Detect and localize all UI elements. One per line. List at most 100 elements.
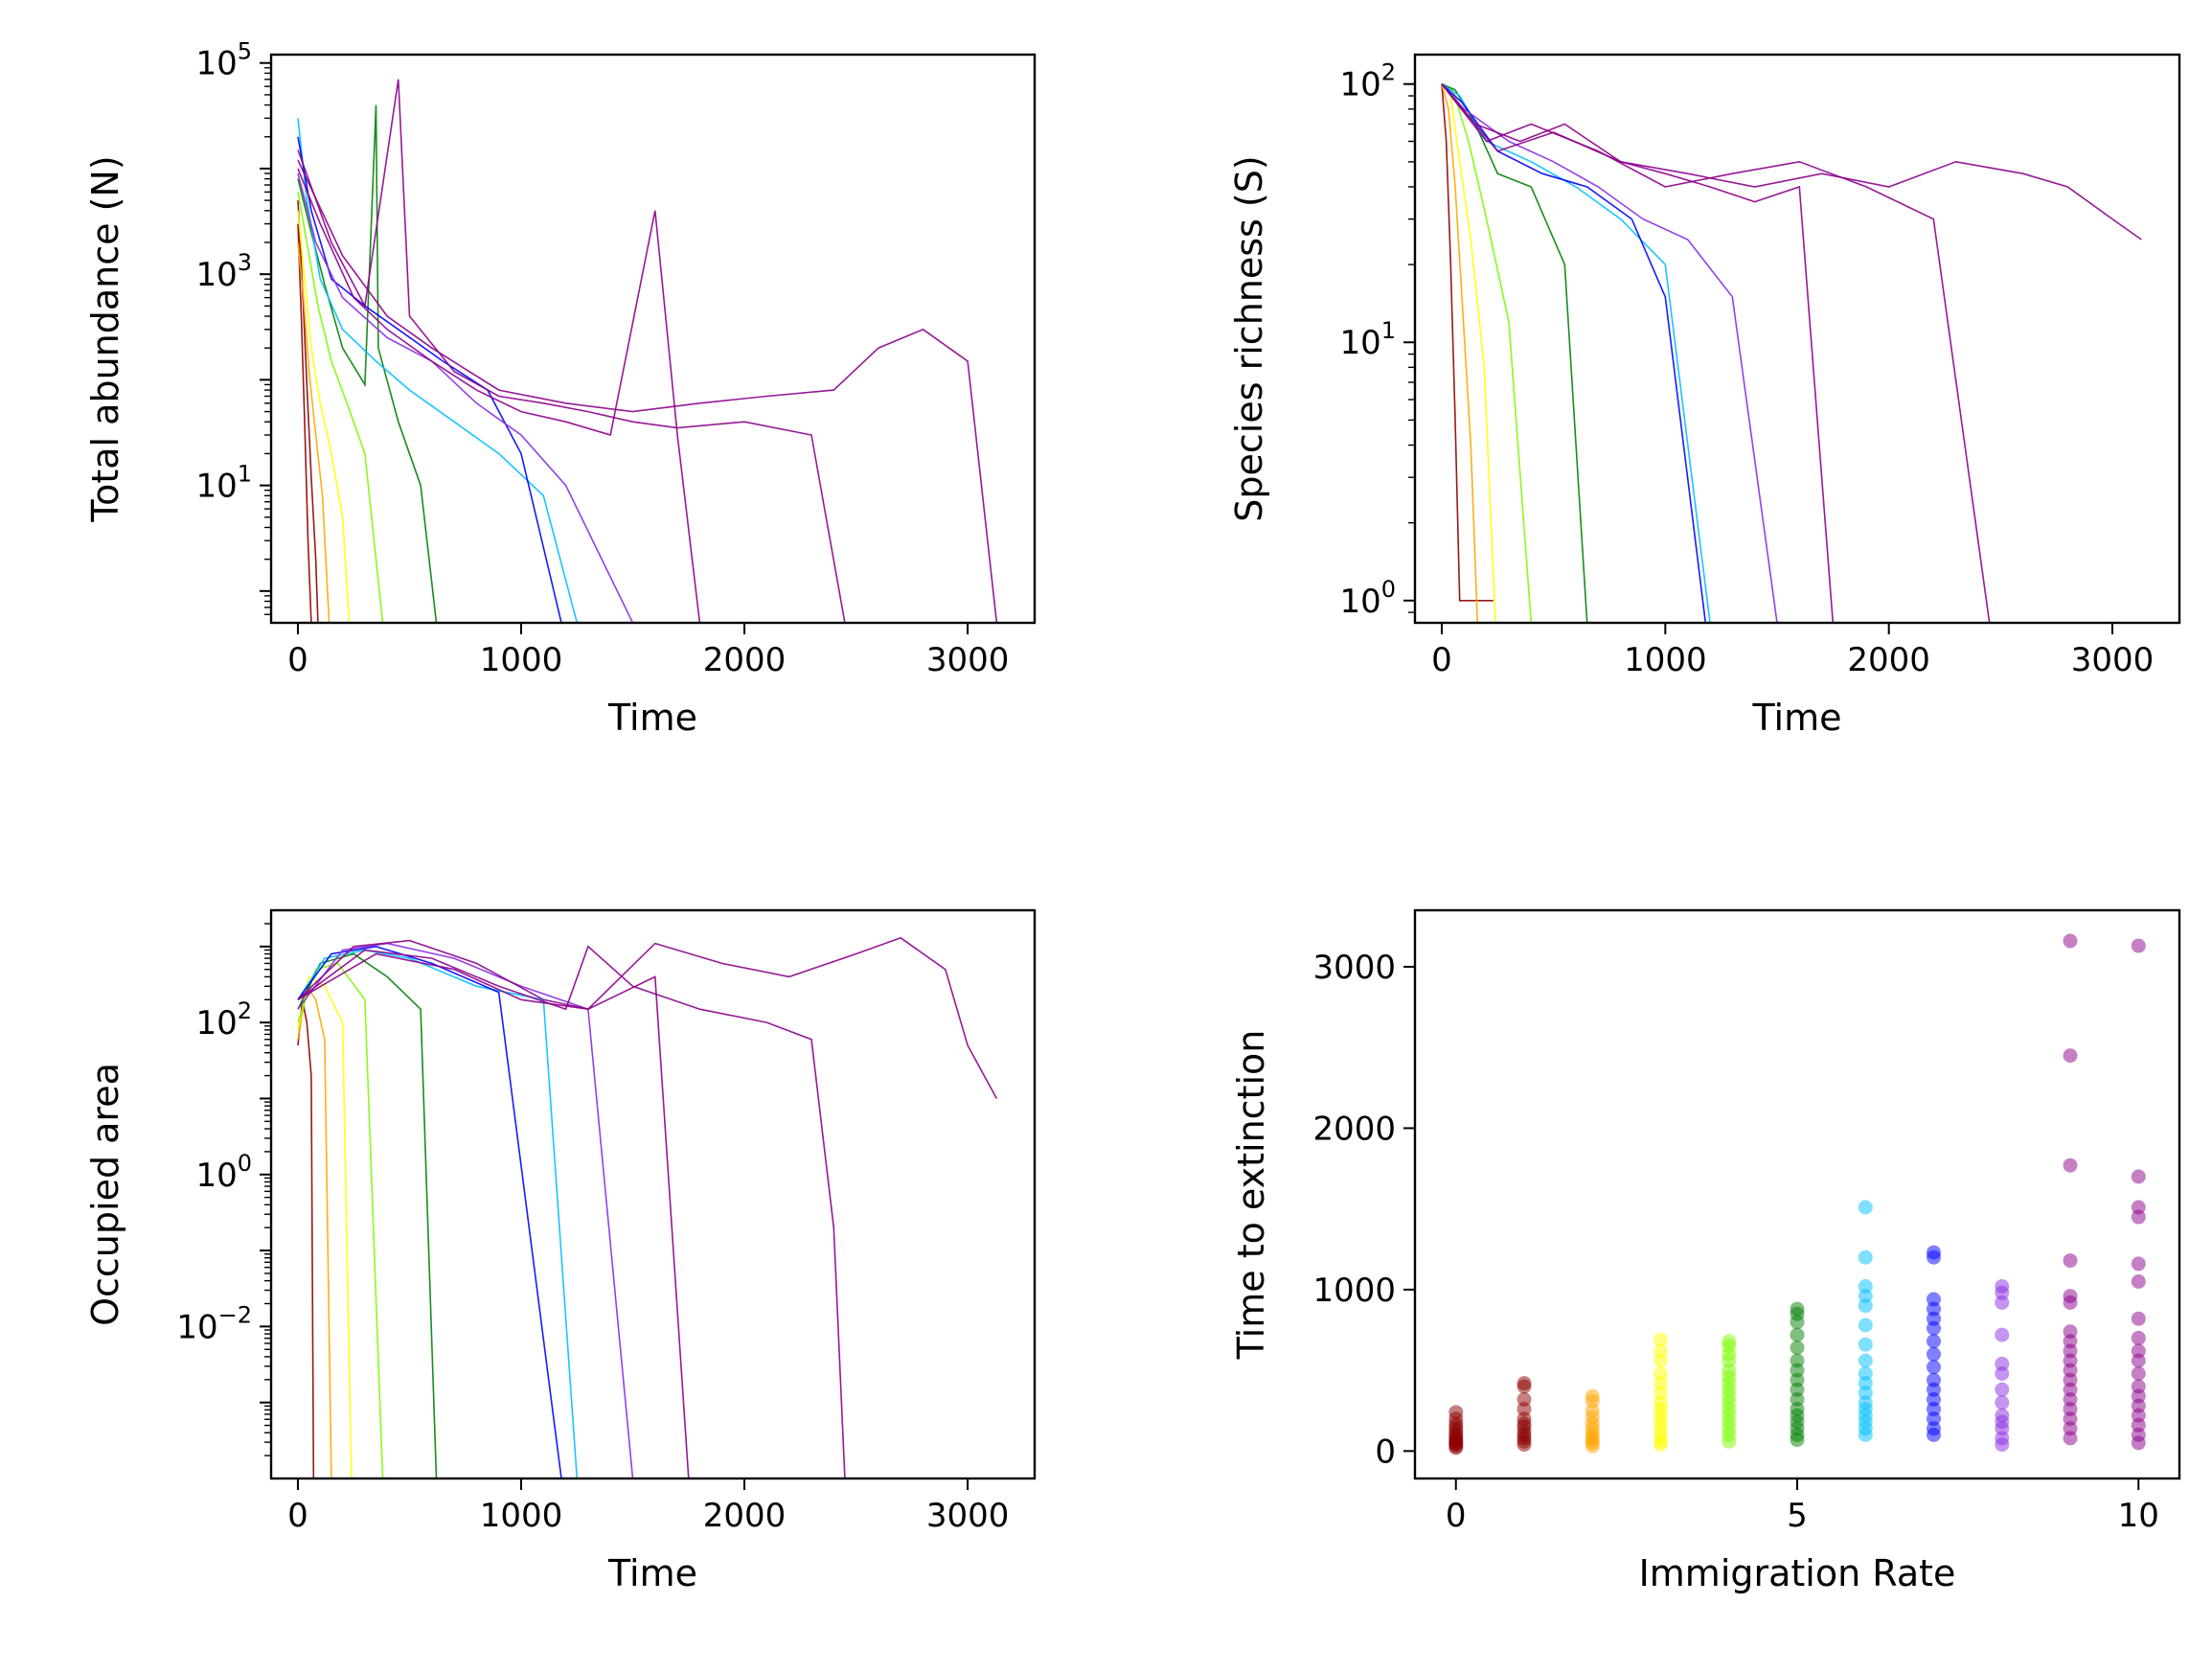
scatter-point — [2131, 1274, 2146, 1289]
x-tick-label: 0 — [287, 641, 308, 679]
x-tick-label: 3000 — [2071, 641, 2155, 679]
series-line — [297, 936, 998, 1099]
richness-panel: 0 1000 2000 3000 100 101 102 Time Species richne… — [1228, 53, 2181, 739]
scatter-point — [1653, 1332, 1668, 1347]
y-tick-label: 3000 — [1312, 949, 1396, 987]
series-line — [297, 168, 701, 623]
series-line — [297, 952, 438, 1478]
scatter-point — [1858, 1337, 1873, 1352]
abundance-panel: 0 1000 2000 3000 101 103 105 Time Total abundanc… — [84, 38, 1037, 739]
series-line — [297, 945, 562, 1478]
scatter-point — [1448, 1440, 1464, 1455]
scatter-point — [1995, 1395, 2010, 1410]
scatter-point — [2063, 933, 2078, 949]
series-line — [297, 192, 384, 623]
scatter-point — [1653, 1353, 1668, 1368]
scatter-point — [2063, 1295, 2078, 1310]
scatter-point — [2131, 938, 2146, 953]
scatter-point — [2131, 1256, 2146, 1272]
x-tick-label: 3000 — [926, 641, 1010, 679]
scatter-point — [1722, 1433, 1737, 1449]
series-line — [297, 200, 319, 623]
scatter-point — [1995, 1382, 2010, 1397]
scatter-point — [2131, 1366, 2146, 1381]
scatter-point — [1927, 1320, 1941, 1336]
y-tick-label: 101 — [195, 461, 252, 506]
series-line — [1441, 83, 1479, 623]
x-tick-label: 3000 — [926, 1497, 1010, 1535]
x-tick-label: 5 — [1787, 1497, 1808, 1535]
scatter-point — [1927, 1360, 1941, 1375]
x-axis-label: Time — [607, 697, 697, 739]
series-line — [297, 159, 998, 623]
extinction-panel: 0 5 10 0 1000 2000 3000 Immigration Rate Time to… — [1230, 908, 2181, 1594]
x-tick-label: 2000 — [1847, 641, 1930, 679]
x-tick-label: 10 — [2118, 1497, 2159, 1535]
plot-area — [1441, 82, 2142, 623]
series-line — [1441, 83, 1991, 623]
y-tick-label: 103 — [195, 249, 252, 294]
y-tick-label: 2000 — [1312, 1110, 1396, 1148]
series-line — [297, 223, 312, 623]
y-tick-label: 10−2 — [176, 1301, 252, 1346]
axes-frame — [1413, 53, 2181, 625]
y-tick-label: 0 — [1375, 1432, 1396, 1471]
y-axis-label: Species richness (S) — [1228, 155, 1270, 521]
series-line — [297, 984, 332, 1478]
x-tick-label: 0 — [1431, 641, 1452, 679]
series-line — [1441, 83, 1778, 623]
series-line — [297, 241, 331, 623]
scatter-point — [1790, 1315, 1805, 1330]
series-line — [1441, 83, 1494, 602]
scatter-point — [1790, 1432, 1805, 1448]
series-line — [1441, 83, 1711, 623]
series-line — [297, 949, 579, 1478]
x-tick-label: 1000 — [1624, 641, 1707, 679]
scatter-point — [1790, 1327, 1805, 1342]
x-tick-label: 2000 — [703, 1497, 787, 1535]
x-tick-label: 1000 — [480, 1497, 563, 1535]
x-axis-label: Time — [607, 1552, 697, 1594]
scatter-point — [2131, 1435, 2146, 1451]
scatter-point — [1927, 1249, 1941, 1265]
series-line — [297, 962, 384, 1478]
y-axis-label: Occupied area — [84, 1063, 126, 1326]
series-line — [1441, 83, 1835, 623]
scatter-point — [2063, 1253, 2078, 1269]
scatter-point — [1516, 1437, 1532, 1453]
series-line — [1441, 83, 1496, 623]
series-line — [297, 79, 846, 623]
plot-area — [1448, 933, 2146, 1455]
series-line — [1441, 82, 1533, 623]
y-tick-label: 1000 — [1312, 1272, 1396, 1310]
scatter-point — [1995, 1327, 2010, 1342]
x-axis-label: Immigration Rate — [1639, 1552, 1956, 1594]
x-tick-label: 0 — [287, 1497, 308, 1535]
series-line — [297, 942, 634, 1478]
y-tick-label: 105 — [195, 38, 252, 83]
y-tick-label: 102 — [1339, 59, 1396, 104]
series-line — [297, 118, 579, 623]
series-line — [1441, 83, 2142, 241]
scatter-point — [1995, 1437, 2010, 1453]
scatter-point — [1858, 1249, 1873, 1265]
series-line — [1441, 83, 1707, 623]
scatter-point — [1858, 1428, 1873, 1442]
x-tick-label: 0 — [1446, 1497, 1467, 1535]
scatter-point — [1653, 1437, 1668, 1453]
occupied-area-panel: 0 1000 2000 3000 10−2 100 102 Time Occupied area — [84, 908, 1037, 1594]
y-tick-label: 100 — [195, 1150, 252, 1195]
x-axis-label: Time — [1752, 697, 1842, 739]
scatter-point — [2063, 1431, 2078, 1446]
scatter-point — [2063, 1157, 2078, 1173]
x-tick-label: 2000 — [703, 641, 787, 679]
y-tick-label: 101 — [1339, 317, 1396, 362]
scatter-point — [1927, 1428, 1941, 1442]
y-axis-label: Time to extinction — [1230, 1030, 1272, 1361]
series-line — [297, 939, 690, 1478]
scatter-point — [2131, 1353, 2146, 1368]
y-tick-label: 102 — [195, 997, 252, 1043]
scatter-point — [1995, 1366, 2010, 1381]
series-line — [297, 104, 438, 623]
